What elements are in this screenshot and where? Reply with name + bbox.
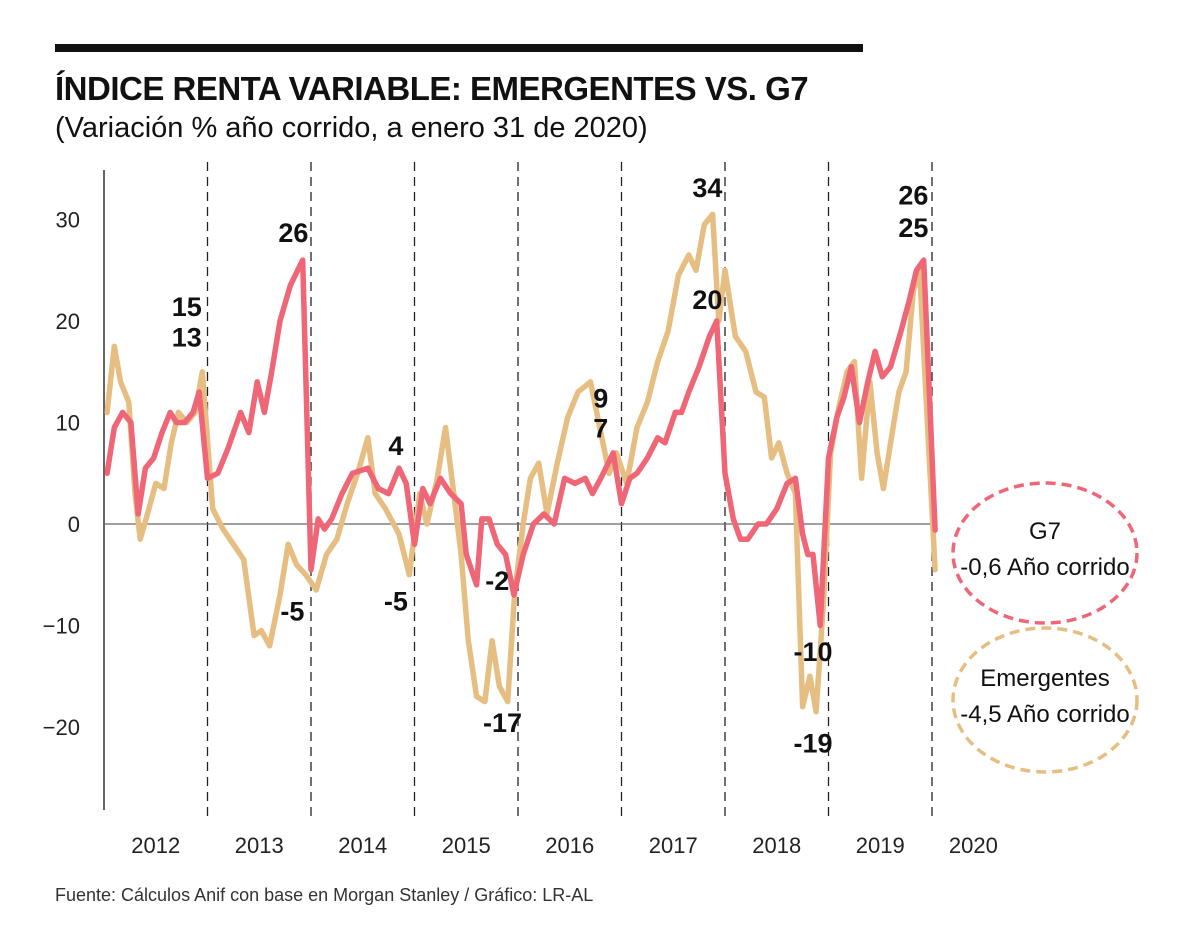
x-tick-label: 2012 bbox=[131, 833, 180, 858]
legend-ellipse-g7 bbox=[951, 481, 1139, 625]
legend-series-name: Emergentes bbox=[980, 665, 1109, 692]
data-label: 34 bbox=[692, 173, 722, 203]
legend-series-value: -4,5 Año corrido bbox=[960, 701, 1129, 728]
data-label: 26 bbox=[898, 180, 928, 210]
data-label: 15 bbox=[172, 292, 202, 322]
series-line-g7 bbox=[104, 257, 938, 629]
x-tick-label: 2016 bbox=[545, 833, 594, 858]
legend-series-name: G7 bbox=[1029, 518, 1061, 545]
x-tick-label: 2013 bbox=[235, 833, 284, 858]
legend: G7 -0,6 Año corrido Emergentes -4,5 Año cor… bbox=[951, 481, 1139, 774]
x-tick-label: 2015 bbox=[442, 833, 491, 858]
data-label: 7 bbox=[593, 414, 608, 444]
chart-subtitle: (Variación % año corrido, a enero 31 de … bbox=[55, 112, 648, 144]
data-label: -5 bbox=[384, 586, 408, 616]
data-label: 9 bbox=[593, 383, 608, 413]
x-tick-label: 2020 bbox=[949, 833, 998, 858]
top-rule bbox=[55, 44, 863, 52]
data-label: 25 bbox=[898, 213, 928, 243]
legend-series-value: -0,6 Año corrido bbox=[960, 554, 1129, 581]
legend-ellipse-emergentes bbox=[951, 626, 1139, 774]
data-label: -19 bbox=[793, 728, 832, 758]
data-label: -17 bbox=[483, 708, 522, 738]
x-tick-label: 2017 bbox=[649, 833, 698, 858]
data-label: -10 bbox=[793, 637, 832, 667]
x-tick-label: 2018 bbox=[752, 833, 801, 858]
data-label: 20 bbox=[692, 285, 722, 315]
data-label: 26 bbox=[278, 218, 308, 248]
x-tick-label: 2019 bbox=[856, 833, 905, 858]
data-label: 4 bbox=[388, 431, 403, 461]
data-label: -2 bbox=[485, 566, 509, 596]
y-tick-label: 0 bbox=[68, 512, 80, 537]
data-label: 13 bbox=[172, 322, 202, 352]
x-tick-label: 2014 bbox=[338, 833, 387, 858]
chart-title: ÍNDICE RENTA VARIABLE: EMERGENTES VS. G7 bbox=[55, 70, 809, 107]
data-label: -5 bbox=[280, 596, 304, 626]
series-lines bbox=[104, 211, 938, 715]
y-tick-label: 20 bbox=[56, 309, 80, 334]
y-tick-label: 30 bbox=[56, 208, 80, 233]
source-note: Fuente: Cálculos Anif con base en Morgan… bbox=[55, 885, 594, 905]
series-line-emergentes bbox=[104, 211, 938, 715]
y-tick-label: 10 bbox=[56, 411, 80, 436]
y-tick-label: −10 bbox=[43, 614, 80, 639]
year-dividers bbox=[206, 162, 933, 822]
y-tick-label: −20 bbox=[43, 715, 80, 740]
